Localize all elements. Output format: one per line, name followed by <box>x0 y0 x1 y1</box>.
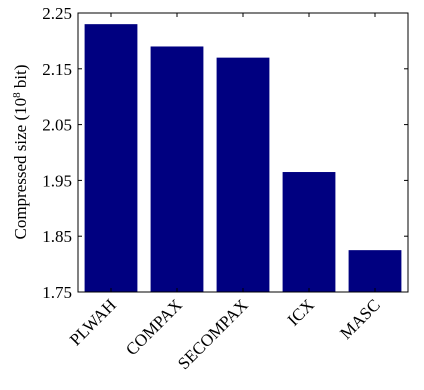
y-axis-title: Compressed size (108 bit) <box>11 65 30 240</box>
x-tick-label-icx: ICX <box>284 295 318 329</box>
x-tick-label-compax: COMPAX <box>122 295 186 359</box>
y-tick-label: 2.05 <box>42 116 72 135</box>
y-tick-label: 1.95 <box>42 171 72 190</box>
y-ticks-group: 1.75 1.85 1.95 2.05 2.15 2.25 <box>42 4 408 302</box>
bar-plwah <box>84 24 138 292</box>
bar-compax <box>150 46 204 293</box>
x-tick-label-plwah: PLWAH <box>66 295 120 349</box>
bar-icx <box>282 172 336 292</box>
bar-masc <box>348 250 402 292</box>
x-tick-label-masc: MASC <box>336 295 384 343</box>
y-tick-label: 2.15 <box>42 60 72 79</box>
y-axis-title-main: Compressed size (10 <box>11 98 30 240</box>
y-tick-label: 1.85 <box>42 227 72 246</box>
y-axis-title-exponent: 8 <box>11 92 23 98</box>
bar-secompax <box>216 57 270 292</box>
bars-group <box>84 24 402 293</box>
y-axis-title-unit: bit) <box>11 65 30 93</box>
y-tick-label: 1.75 <box>42 283 72 302</box>
y-tick-label: 2.25 <box>42 4 72 23</box>
x-tick-label-secompax: SECOMPAX <box>174 295 252 373</box>
